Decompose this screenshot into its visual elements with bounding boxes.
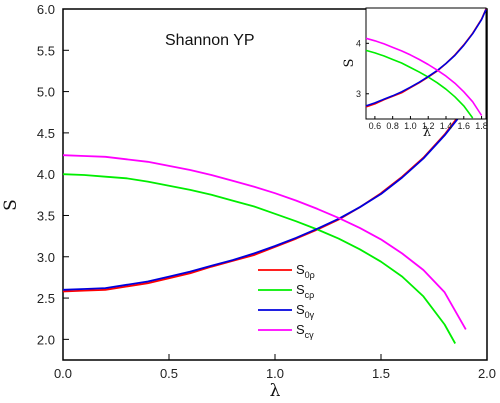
- series-sc--line: [62, 154, 467, 330]
- inset-y-tick-label: 4: [356, 38, 361, 48]
- y-tick-label: 3.5: [37, 208, 55, 223]
- y-tick-label: 3.0: [37, 250, 55, 265]
- inset-y-tick-label: 3: [356, 89, 361, 99]
- y-axis-label: S: [1, 199, 21, 211]
- x-tick-label: 0.0: [54, 366, 72, 381]
- chart-title: Shannon YP: [165, 32, 255, 49]
- y-tick-label: 2.0: [37, 332, 55, 347]
- inset-series--00ee00-line: [365, 49, 474, 119]
- x-tick-label: 0.5: [160, 366, 178, 381]
- inset-plot: 0.6 0.8 1.0 1.2 1.4 1.6 1.8 3 4: [356, 7, 488, 131]
- inset-series--0000dd-line: [365, 9, 487, 107]
- series-s0--line: [62, 111, 463, 293]
- series-s0--line: [62, 113, 463, 291]
- legend: S0ρ Scρ S0γ Scγ: [258, 262, 315, 340]
- y-tick-label: 5.5: [37, 43, 55, 58]
- main-plot: 0.0 0.5 1.0 1.5 2.0 2.0 2.5 3.0 3.5 4.0 4.5 5.0 5.5 6…: [37, 2, 496, 381]
- x-axis-label: λ: [270, 381, 281, 401]
- inset-x-tick-label: 1.8: [475, 121, 488, 131]
- series-sc--line: [62, 173, 456, 344]
- inset-x-tick-label: 0.6: [369, 121, 382, 131]
- x-tick-label: 1.5: [372, 366, 390, 381]
- inset-x-tick-label: 0.8: [386, 121, 399, 131]
- inset-x-tick-label: 1.4: [440, 121, 453, 131]
- x-tick-label: 2.0: [478, 366, 496, 381]
- legend-label-sc-: Scρ: [296, 282, 314, 300]
- inset-y-axis-label: S: [342, 59, 357, 68]
- inset-x-tick-label: 1.0: [404, 121, 417, 131]
- y-tick-label: 4.0: [37, 167, 55, 182]
- y-tick-label: 2.5: [37, 291, 55, 306]
- inset-series--ff00ff-line: [365, 37, 483, 116]
- x-tick-label: 1.0: [266, 366, 284, 381]
- inset-x-tick-label: 1.2: [422, 121, 435, 131]
- legend-label-s0-: S0ρ: [296, 262, 315, 280]
- legend-label-sc-: Scγ: [296, 322, 314, 340]
- y-tick-label: 4.5: [37, 126, 55, 141]
- legend-label-s0-: S0γ: [296, 302, 315, 320]
- inset-x-tick-label: 1.6: [458, 121, 471, 131]
- y-tick-label: 6.0: [37, 2, 55, 17]
- y-tick-label: 5.0: [37, 85, 55, 100]
- inset-x-axis-label: λ: [423, 125, 431, 140]
- inset-plot-frame: [365, 7, 487, 120]
